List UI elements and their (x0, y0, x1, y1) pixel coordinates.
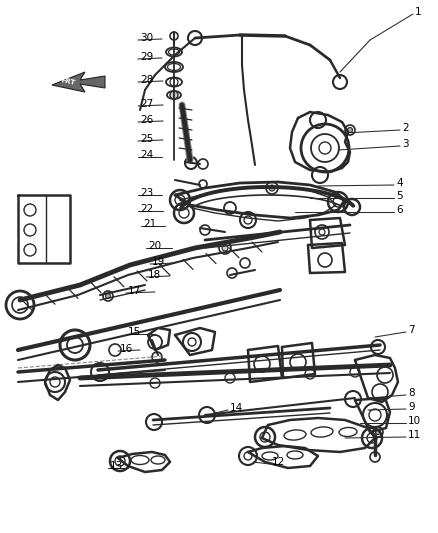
Text: 2: 2 (402, 123, 409, 133)
Text: 24: 24 (140, 150, 153, 160)
Text: 30: 30 (140, 33, 153, 43)
Circle shape (222, 245, 228, 251)
Text: 28: 28 (140, 75, 153, 85)
Circle shape (170, 91, 178, 99)
Text: 4: 4 (396, 178, 403, 188)
Text: 7: 7 (408, 325, 415, 335)
Text: 11: 11 (408, 430, 421, 440)
Text: 22: 22 (140, 204, 153, 214)
Circle shape (347, 127, 353, 133)
Text: 1: 1 (415, 7, 422, 17)
Text: 15: 15 (128, 327, 141, 337)
Text: 12: 12 (272, 457, 285, 467)
Polygon shape (52, 72, 105, 92)
Text: 25: 25 (140, 134, 153, 144)
Text: 27: 27 (140, 99, 153, 109)
Text: 21: 21 (143, 219, 156, 229)
Text: 23: 23 (140, 188, 153, 198)
Text: 17: 17 (128, 286, 141, 296)
Text: 8: 8 (408, 388, 415, 398)
Text: FRT: FRT (60, 77, 76, 86)
Text: 6: 6 (396, 205, 403, 215)
Text: 9: 9 (408, 402, 415, 412)
Text: 26: 26 (140, 115, 153, 125)
Circle shape (106, 294, 110, 298)
Text: 13: 13 (110, 461, 123, 471)
Text: 16: 16 (120, 344, 133, 354)
Text: 29: 29 (140, 52, 153, 62)
Text: 19: 19 (152, 257, 165, 267)
Circle shape (375, 430, 381, 434)
Text: 14: 14 (230, 403, 243, 413)
Text: 18: 18 (148, 270, 161, 280)
Circle shape (269, 185, 275, 191)
Text: 5: 5 (396, 191, 403, 201)
Text: 10: 10 (408, 416, 421, 426)
Text: 3: 3 (402, 139, 409, 149)
Text: 20: 20 (148, 241, 161, 251)
